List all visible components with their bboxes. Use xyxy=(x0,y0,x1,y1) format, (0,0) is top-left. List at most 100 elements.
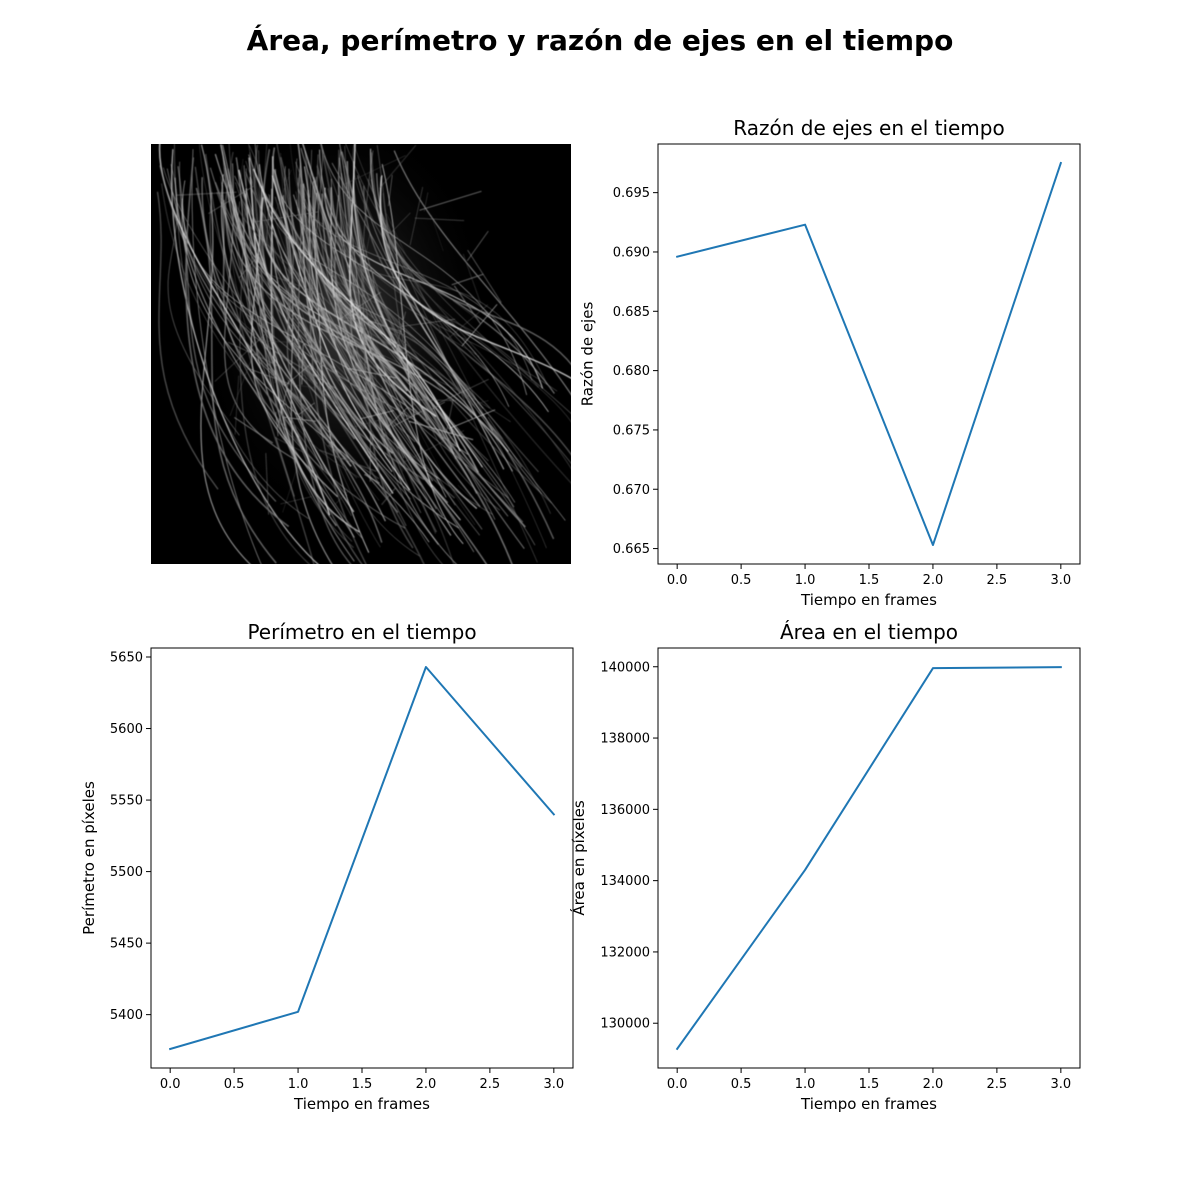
filament-fiber xyxy=(270,274,323,295)
perimeter-y-tick-label: 5500 xyxy=(110,865,143,880)
filament-fiber xyxy=(359,410,395,420)
filament-strand xyxy=(344,145,443,564)
filament-fiber xyxy=(265,194,271,249)
axis-ratio-x-tick-label: 2.5 xyxy=(987,573,1008,588)
filament-strand xyxy=(250,186,339,498)
filament-fiber xyxy=(408,420,474,441)
filament-strands xyxy=(156,144,571,564)
filament-strand xyxy=(316,164,540,388)
perimeter-y-tick-label: 5400 xyxy=(110,1008,143,1023)
filament-fiber xyxy=(282,464,299,513)
filament-fiber xyxy=(461,304,498,347)
filament-fiber xyxy=(414,217,465,222)
filament-strand xyxy=(253,144,425,564)
perimeter-y-tick-label: 5650 xyxy=(110,651,143,666)
filament-fiber xyxy=(334,491,349,505)
area-series-line xyxy=(675,666,1062,1051)
filament-fiber xyxy=(268,169,292,232)
filament-fiber xyxy=(453,285,481,324)
filament-strand xyxy=(296,199,494,431)
area-x-tick-label: 2.0 xyxy=(923,1077,944,1092)
filament-fiber xyxy=(309,149,313,198)
filament-strand xyxy=(222,144,324,471)
filament-strand xyxy=(280,152,393,438)
axis-ratio-series-line xyxy=(675,161,1063,547)
filament-strand xyxy=(276,144,455,499)
filament-fiber xyxy=(234,375,240,435)
filament-fiber xyxy=(445,398,454,434)
axis-ratio-y-tick-label: 0.690 xyxy=(613,245,650,260)
axis-ratio-chart: Razón de ejes en el tiempo 0.0 0.5 1.0 1.5 2.… xyxy=(579,116,1081,609)
filament-strand xyxy=(363,185,571,456)
axis-ratio-y-tick-label: 0.685 xyxy=(613,305,650,320)
filament-fiber xyxy=(338,291,382,321)
perimeter-chart-title: Perímetro en el tiempo xyxy=(247,620,476,644)
perimeter-x-axis-label: Tiempo en frames xyxy=(293,1095,430,1113)
area-x-tick-label: 1.0 xyxy=(795,1077,816,1092)
filament-fiber xyxy=(395,311,407,349)
perimeter-x-tick-label: 2.5 xyxy=(480,1077,501,1092)
filament-fiber xyxy=(275,436,295,497)
filament-strand xyxy=(156,191,219,490)
perimeter-x-tick-label: 1.5 xyxy=(352,1077,373,1092)
area-x-tick-label: 3.0 xyxy=(1050,1077,1071,1092)
area-x-tick-label: 2.5 xyxy=(987,1077,1008,1092)
filament-fiber xyxy=(214,333,266,382)
filament-strand xyxy=(171,168,339,409)
axis-ratio-x-tick-label: 0.0 xyxy=(667,573,688,588)
perimeter-y-tick-label: 5450 xyxy=(110,937,143,952)
filament-fiber xyxy=(384,209,407,256)
filament-strand xyxy=(313,189,548,385)
filament-strand xyxy=(370,179,571,366)
filament-fiber xyxy=(234,175,259,229)
filament-fiber xyxy=(423,192,429,212)
filament-fiber xyxy=(379,144,417,189)
microscopy-image-panel xyxy=(151,144,571,564)
filament-fiber xyxy=(233,416,274,444)
filament-fiber xyxy=(430,214,444,252)
filament-fiber xyxy=(257,340,316,345)
area-chart-title: Área en el tiempo xyxy=(780,620,958,644)
filament-strand xyxy=(353,144,547,549)
filament-strand xyxy=(174,144,309,520)
filament-strand xyxy=(245,160,405,464)
filament-fiber xyxy=(275,411,279,437)
filament-fiber xyxy=(364,473,380,484)
filament-strand xyxy=(339,144,458,564)
filament-fiber xyxy=(388,174,393,207)
axis-ratio-y-tick-label: 0.675 xyxy=(613,423,650,438)
axis-ratio-x-tick-label: 2.0 xyxy=(923,573,944,588)
area-y-tick-label: 134000 xyxy=(600,874,650,889)
perimeter-x-tick-label: 0.0 xyxy=(160,1077,181,1092)
filament-strand xyxy=(340,172,422,486)
filament-fiber xyxy=(392,408,428,427)
filament-fiber xyxy=(310,215,324,225)
area-x-axis-label: Tiempo en frames xyxy=(800,1095,937,1113)
filament-strand xyxy=(284,166,405,459)
filament-fiber xyxy=(348,367,397,379)
filament-strand xyxy=(321,144,528,396)
filament-fiber xyxy=(247,367,290,385)
filament-strand xyxy=(379,176,555,540)
filament-fiber xyxy=(327,444,380,480)
filament-strand xyxy=(245,188,480,473)
axis-ratio-chart-title: Razón de ejes en el tiempo xyxy=(733,116,1004,140)
filament-strand xyxy=(314,149,389,428)
area-y-tick-label: 130000 xyxy=(600,1017,650,1032)
filament-fiber xyxy=(431,401,446,411)
filament-strand xyxy=(327,188,552,514)
area-y-tick-label: 136000 xyxy=(600,803,650,818)
filament-fiber xyxy=(342,155,406,186)
perimeter-chart: Perímetro en el tiempo 0.0 0.5 1.0 1.5 2.0 2.5… xyxy=(80,620,574,1113)
filament-strand xyxy=(261,149,356,440)
filament-strand xyxy=(381,163,464,545)
perimeter-x-tick-label: 3.0 xyxy=(543,1077,564,1092)
filament-fiber xyxy=(301,344,304,385)
filament-fiber xyxy=(438,331,480,357)
filament-fiber xyxy=(364,233,371,262)
filament-fiber xyxy=(271,283,284,308)
filament-fiber xyxy=(344,457,380,501)
axis-ratio-x-tick-label: 3.0 xyxy=(1050,573,1071,588)
filament-fiber xyxy=(419,399,456,402)
